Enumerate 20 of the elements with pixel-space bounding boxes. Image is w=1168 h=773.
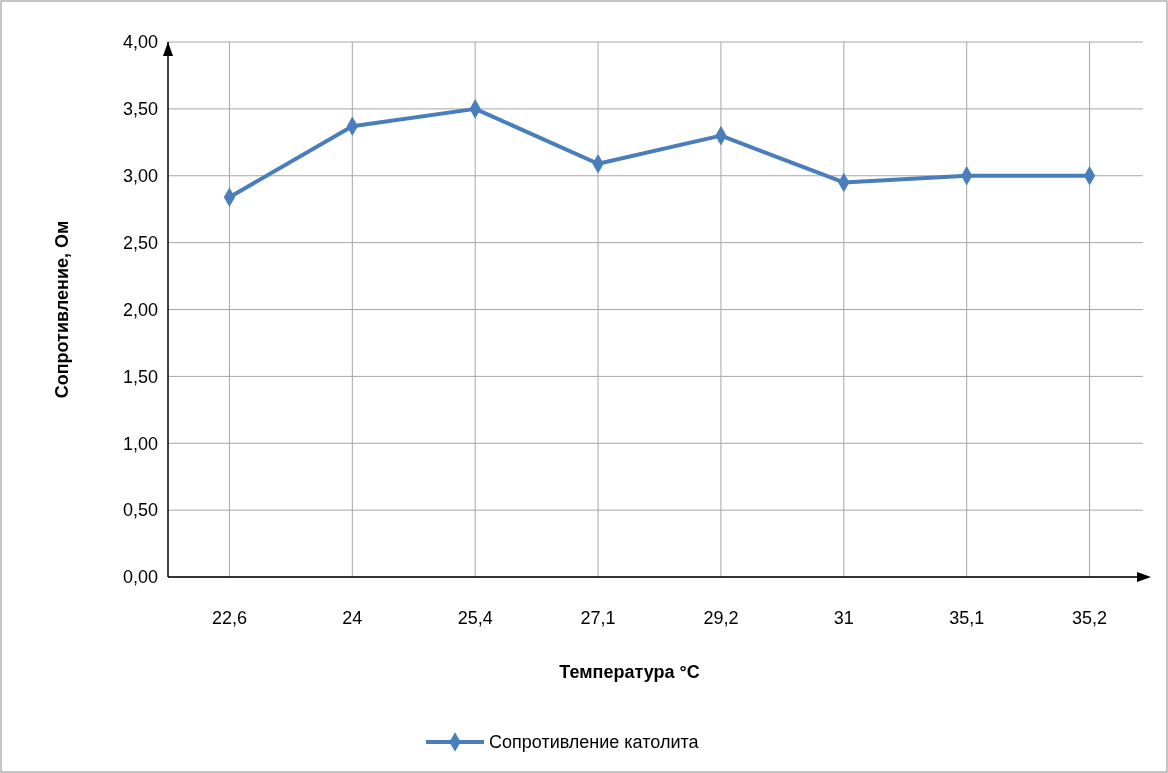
legend-label: Сопротивление католита bbox=[489, 732, 700, 753]
x-axis-title: Температура °C bbox=[559, 662, 700, 682]
y-tick-label: 2,00 bbox=[122, 299, 158, 320]
x-tick-label: 35,1 bbox=[949, 608, 985, 628]
x-tick-label: 22,6 bbox=[211, 608, 247, 628]
y-tick-label: 1,50 bbox=[122, 366, 158, 387]
y-axis-title: Сопротивление, Ом bbox=[52, 220, 72, 399]
x-tick-label: 31 bbox=[833, 608, 854, 628]
y-tick-label: 4,00 bbox=[122, 32, 158, 53]
y-tick-label: 0,00 bbox=[122, 567, 158, 588]
y-tick-label: 2,50 bbox=[122, 232, 158, 253]
y-tick-label: 1,00 bbox=[122, 433, 158, 454]
x-tick-label: 29,2 bbox=[703, 608, 739, 628]
x-tick-label: 24 bbox=[342, 608, 363, 628]
y-tick-label: 3,50 bbox=[122, 99, 158, 120]
x-tick-label: 25,4 bbox=[457, 608, 493, 628]
x-tick-label: 27,1 bbox=[580, 608, 616, 628]
y-tick-label: 0,50 bbox=[122, 500, 158, 521]
x-tick-label: 35,2 bbox=[1072, 608, 1108, 628]
y-tick-label: 3,00 bbox=[122, 166, 158, 187]
